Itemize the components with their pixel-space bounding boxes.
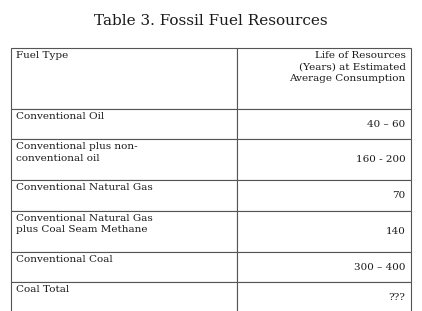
Bar: [11, 109, 237, 139]
Text: Conventional Natural Gas: Conventional Natural Gas: [16, 183, 153, 193]
Bar: [237, 48, 411, 109]
Text: 140: 140: [386, 227, 406, 236]
Text: Table 3. Fossil Fuel Resources: Table 3. Fossil Fuel Resources: [94, 14, 328, 28]
Text: Coal Total: Coal Total: [16, 285, 70, 295]
Text: 160 - 200: 160 - 200: [356, 156, 406, 164]
Text: Conventional Natural Gas
plus Coal Seam Methane: Conventional Natural Gas plus Coal Seam …: [16, 214, 153, 234]
Bar: [237, 282, 411, 311]
Text: Fuel Type: Fuel Type: [16, 51, 69, 60]
Bar: [11, 252, 237, 282]
Bar: [237, 109, 411, 139]
Text: Conventional Oil: Conventional Oil: [16, 112, 105, 121]
Bar: [11, 211, 237, 252]
Bar: [11, 48, 237, 109]
Text: Conventional plus non-
conventional oil: Conventional plus non- conventional oil: [16, 142, 138, 163]
Text: Life of Resources
(Years) at Estimated
Average Consumption: Life of Resources (Years) at Estimated A…: [289, 51, 406, 82]
Bar: [11, 180, 237, 211]
Text: 300 – 400: 300 – 400: [354, 263, 406, 272]
Bar: [237, 180, 411, 211]
Text: Conventional Coal: Conventional Coal: [16, 255, 113, 264]
Bar: [237, 252, 411, 282]
Bar: [11, 139, 237, 180]
Text: ???: ???: [389, 293, 406, 302]
Bar: [237, 211, 411, 252]
Text: 40 – 60: 40 – 60: [367, 120, 406, 128]
Bar: [237, 139, 411, 180]
Bar: [11, 282, 237, 311]
Text: 70: 70: [392, 191, 406, 200]
